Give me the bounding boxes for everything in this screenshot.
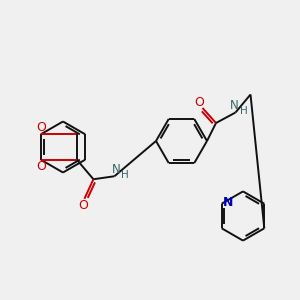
- Text: H: H: [240, 106, 248, 116]
- Text: O: O: [195, 95, 204, 109]
- Text: N: N: [230, 99, 238, 112]
- Text: N: N: [223, 196, 233, 209]
- Text: O: O: [37, 121, 46, 134]
- Text: O: O: [78, 199, 88, 212]
- Text: N: N: [112, 163, 120, 176]
- Text: H: H: [121, 170, 129, 180]
- Text: O: O: [37, 160, 46, 173]
